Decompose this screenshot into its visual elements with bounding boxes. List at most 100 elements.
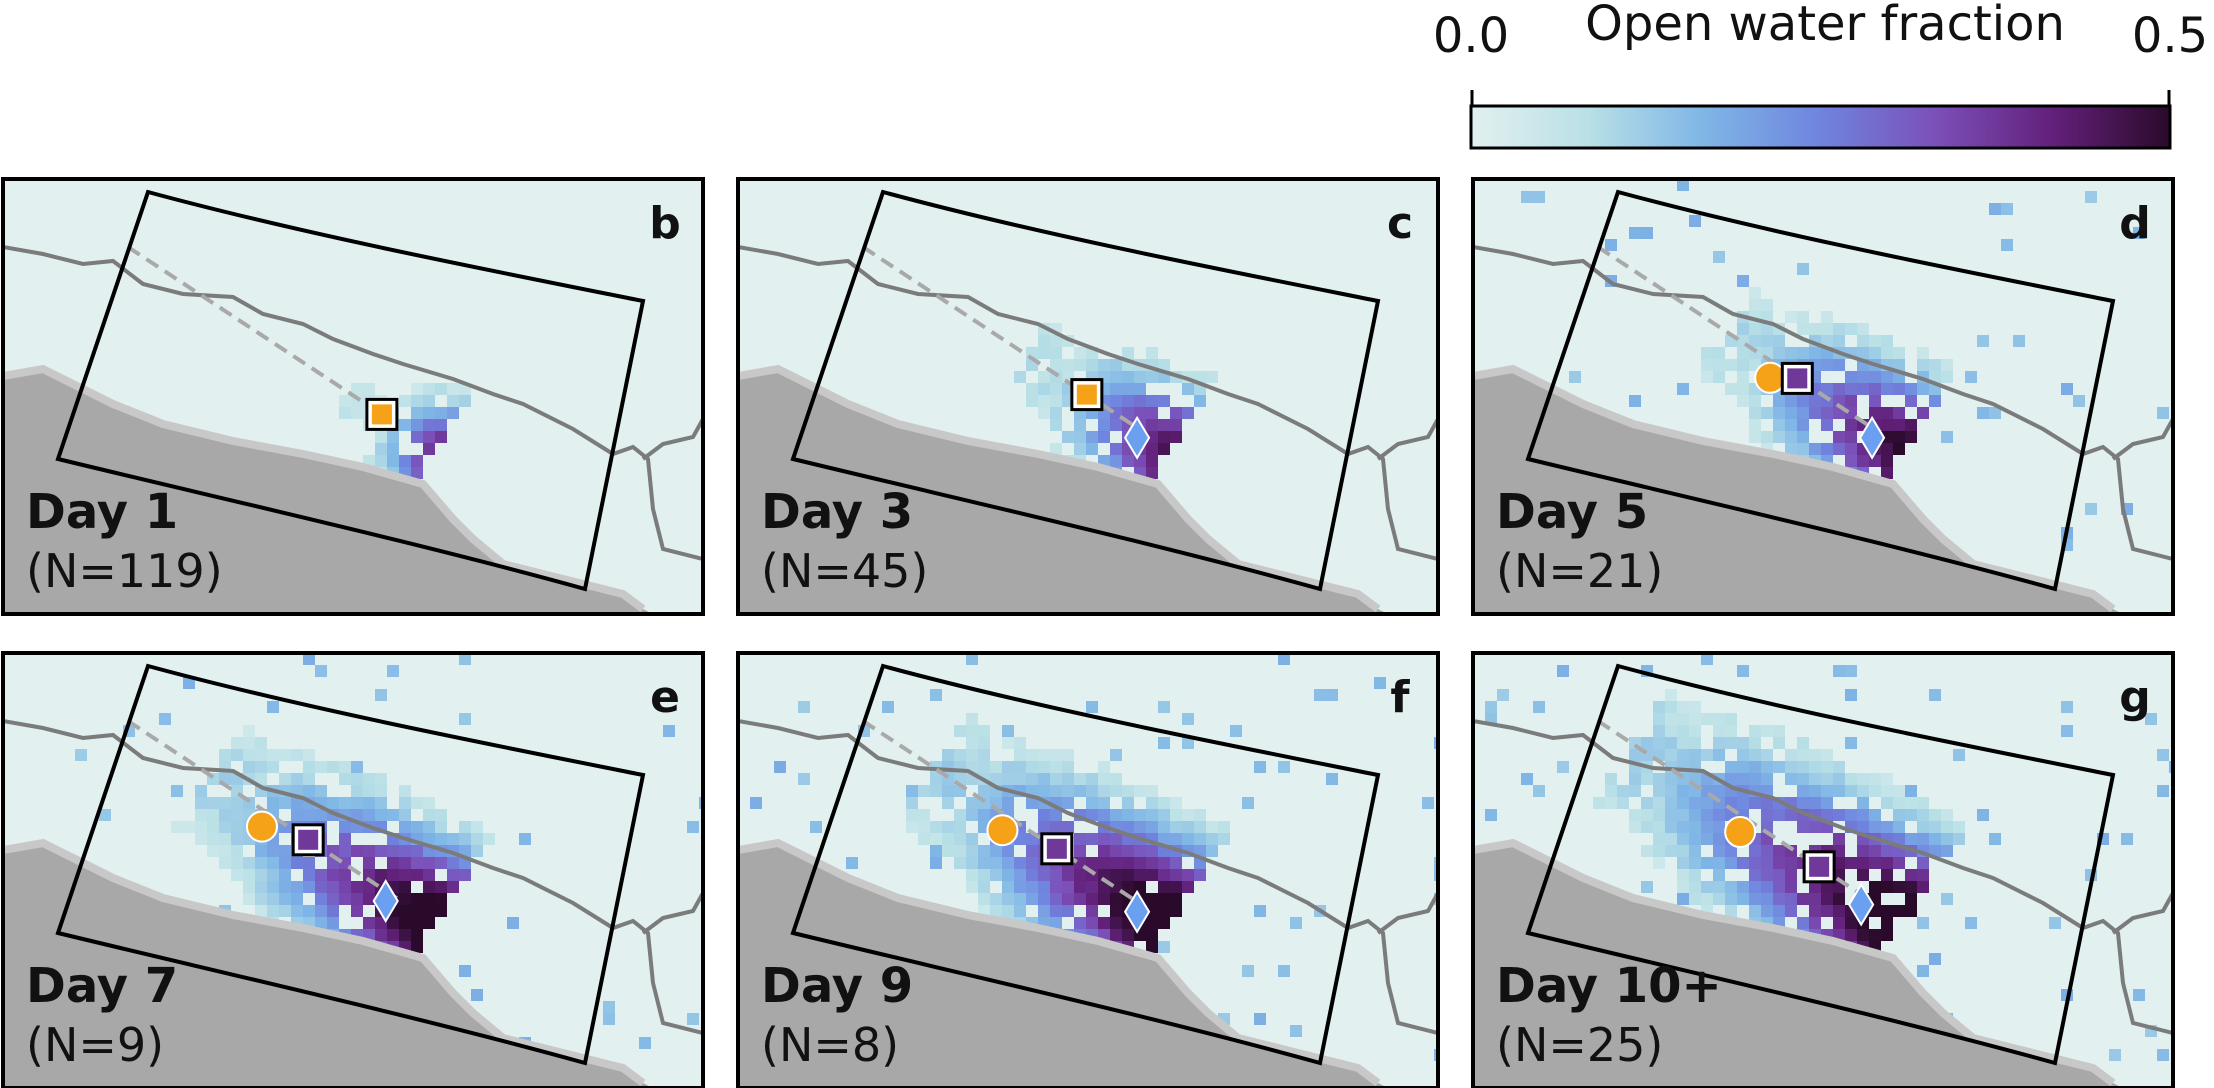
open-water-cell — [1146, 809, 1158, 821]
open-water-cell — [978, 857, 990, 869]
open-water-cell — [1857, 797, 1869, 809]
open-water-cell — [399, 797, 411, 809]
open-water-cell — [243, 869, 255, 881]
open-water-cell — [1773, 347, 1785, 359]
open-water-cell — [1989, 833, 2001, 845]
open-water-cell — [339, 761, 351, 773]
open-water-cell — [435, 383, 447, 395]
open-water-cell — [1749, 737, 1761, 749]
open-water-cell — [990, 845, 1002, 857]
open-water-cell — [267, 701, 279, 713]
open-water-cell — [1002, 761, 1014, 773]
open-water-cell — [2121, 833, 2133, 845]
open-water-cell — [1026, 761, 1038, 773]
open-water-cell — [1761, 407, 1773, 419]
open-water-cell — [1701, 653, 1713, 665]
open-water-cell — [375, 773, 387, 785]
open-water-cell — [411, 869, 423, 881]
open-water-cell — [1893, 797, 1905, 809]
open-water-cell — [1158, 857, 1170, 869]
open-water-cell — [375, 929, 387, 941]
open-water-cell — [1821, 905, 1833, 917]
open-water-cell — [1893, 419, 1905, 431]
open-water-cell — [423, 443, 435, 455]
open-water-cell — [1098, 431, 1110, 443]
open-water-cell — [1893, 431, 1905, 443]
open-water-cell — [1689, 725, 1701, 737]
open-water-cell — [447, 881, 459, 893]
open-water-cell — [1653, 797, 1665, 809]
open-water-cell — [1689, 869, 1701, 881]
open-water-cell — [1737, 737, 1749, 749]
open-water-cell — [1821, 797, 1833, 809]
open-water-cell — [1146, 371, 1158, 383]
open-water-cell — [1665, 845, 1677, 857]
open-water-cell — [1158, 737, 1170, 749]
open-water-cell — [1146, 443, 1158, 455]
open-water-cell — [1857, 347, 1869, 359]
open-water-cell — [978, 749, 990, 761]
open-water-cell — [1869, 773, 1881, 785]
open-water-cell — [1074, 845, 1086, 857]
map-area — [1473, 179, 2173, 614]
open-water-cell — [930, 857, 942, 869]
open-water-cell — [1833, 773, 1845, 785]
open-water-cell — [1110, 845, 1122, 857]
map-area — [738, 179, 1438, 614]
open-water-cell — [1785, 905, 1797, 917]
coastline-contour — [3, 719, 703, 1035]
open-water-cell — [1158, 395, 1170, 407]
open-water-cell — [1893, 785, 1905, 797]
open-water-cell — [1809, 893, 1821, 905]
open-water-cell — [459, 395, 471, 407]
open-water-cell — [1821, 419, 1833, 431]
open-water-cell — [447, 869, 459, 881]
open-water-cell — [1773, 761, 1785, 773]
open-water-cell — [1929, 821, 1941, 833]
open-water-cell — [1110, 395, 1122, 407]
open-water-cell — [1665, 749, 1677, 761]
open-water-cell — [399, 905, 411, 917]
count-label: (N=8) — [761, 1018, 899, 1072]
open-water-cell — [1845, 929, 1857, 941]
open-water-cell — [339, 395, 351, 407]
open-water-cell — [1665, 737, 1677, 749]
square-marker-fill — [1076, 384, 1097, 405]
open-water-cell — [423, 905, 435, 917]
open-water-cell — [1989, 407, 2001, 419]
open-water-cell — [1833, 857, 1845, 869]
open-water-cell — [1773, 893, 1785, 905]
open-water-cell — [243, 893, 255, 905]
open-water-cell — [918, 785, 930, 797]
open-water-cell — [1737, 893, 1749, 905]
open-water-cell — [978, 737, 990, 749]
open-water-cell — [774, 761, 786, 773]
open-water-cell — [1122, 857, 1134, 869]
open-water-cell — [1797, 761, 1809, 773]
square-marker-fill — [371, 404, 392, 425]
open-water-cell — [291, 797, 303, 809]
open-water-cell — [219, 809, 231, 821]
open-water-cell — [954, 821, 966, 833]
open-water-cell — [2061, 383, 2073, 395]
open-water-cell — [1881, 419, 1893, 431]
open-water-cell — [231, 845, 243, 857]
open-water-cell — [882, 701, 894, 713]
open-water-cell — [930, 689, 942, 701]
open-water-cell — [1713, 857, 1725, 869]
open-water-cell — [1857, 929, 1869, 941]
open-water-cell — [1002, 905, 1014, 917]
open-water-cell — [1170, 905, 1182, 917]
open-water-cell — [1062, 749, 1074, 761]
open-water-cell — [195, 821, 207, 833]
open-water-cell — [1158, 905, 1170, 917]
open-water-cell — [1857, 809, 1869, 821]
open-water-cell — [1749, 725, 1761, 737]
open-water-cell — [1941, 833, 1953, 845]
open-water-cell — [1194, 371, 1206, 383]
open-water-cell — [363, 785, 375, 797]
open-water-cell — [411, 431, 423, 443]
open-water-cell — [1074, 869, 1086, 881]
open-water-cell — [387, 869, 399, 881]
